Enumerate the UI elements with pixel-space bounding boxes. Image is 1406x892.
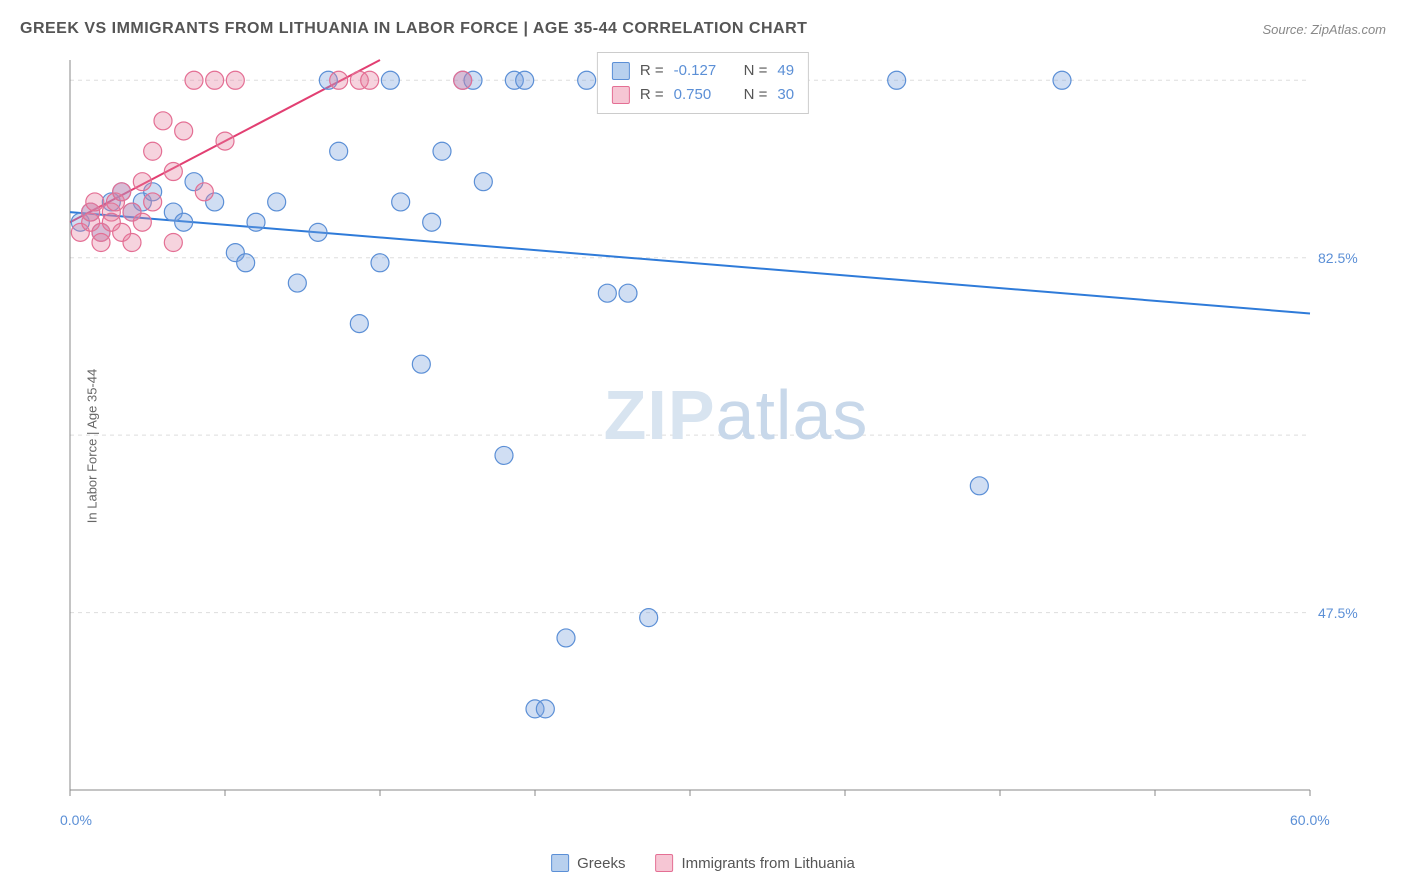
legend-n-value: 30 <box>777 83 794 107</box>
x-tick-label: 0.0% <box>60 812 92 828</box>
legend-r-label: R = <box>640 59 664 83</box>
legend-swatch <box>612 62 630 80</box>
correlation-legend: R = -0.127 N = 49 R = 0.750 N = 30 <box>597 52 809 114</box>
header: GREEK VS IMMIGRANTS FROM LITHUANIA IN LA… <box>20 20 1386 38</box>
legend-r-label: R = <box>640 83 664 107</box>
chart-title: GREEK VS IMMIGRANTS FROM LITHUANIA IN LA… <box>20 20 807 38</box>
legend-swatch <box>612 86 630 104</box>
legend-n-value: 49 <box>777 59 794 83</box>
legend-series-item: Immigrants from Lithuania <box>655 854 854 872</box>
y-tick-label: 47.5% <box>1318 605 1358 621</box>
legend-series-item: Greeks <box>551 854 625 872</box>
x-tick-label: 60.0% <box>1290 812 1330 828</box>
source-attribution: Source: ZipAtlas.com <box>1262 22 1386 37</box>
legend-correlation-row: R = -0.127 N = 49 <box>612 59 794 83</box>
legend-series-name: Greeks <box>577 855 625 872</box>
legend-swatch <box>655 854 673 872</box>
legend-n-label: N = <box>744 83 768 107</box>
legend-r-value: -0.127 <box>674 59 734 83</box>
legend-series-name: Immigrants from Lithuania <box>681 855 854 872</box>
legend-r-value: 0.750 <box>674 83 734 107</box>
legend-swatch <box>551 854 569 872</box>
y-tick-label: 82.5% <box>1318 250 1358 266</box>
series-legend: Greeks Immigrants from Lithuania <box>551 854 855 872</box>
legend-correlation-row: R = 0.750 N = 30 <box>612 83 794 107</box>
chart-plot-area: ZIPatlas <box>60 50 1360 810</box>
legend-n-label: N = <box>744 59 768 83</box>
scatter-plot-svg <box>60 50 1360 810</box>
